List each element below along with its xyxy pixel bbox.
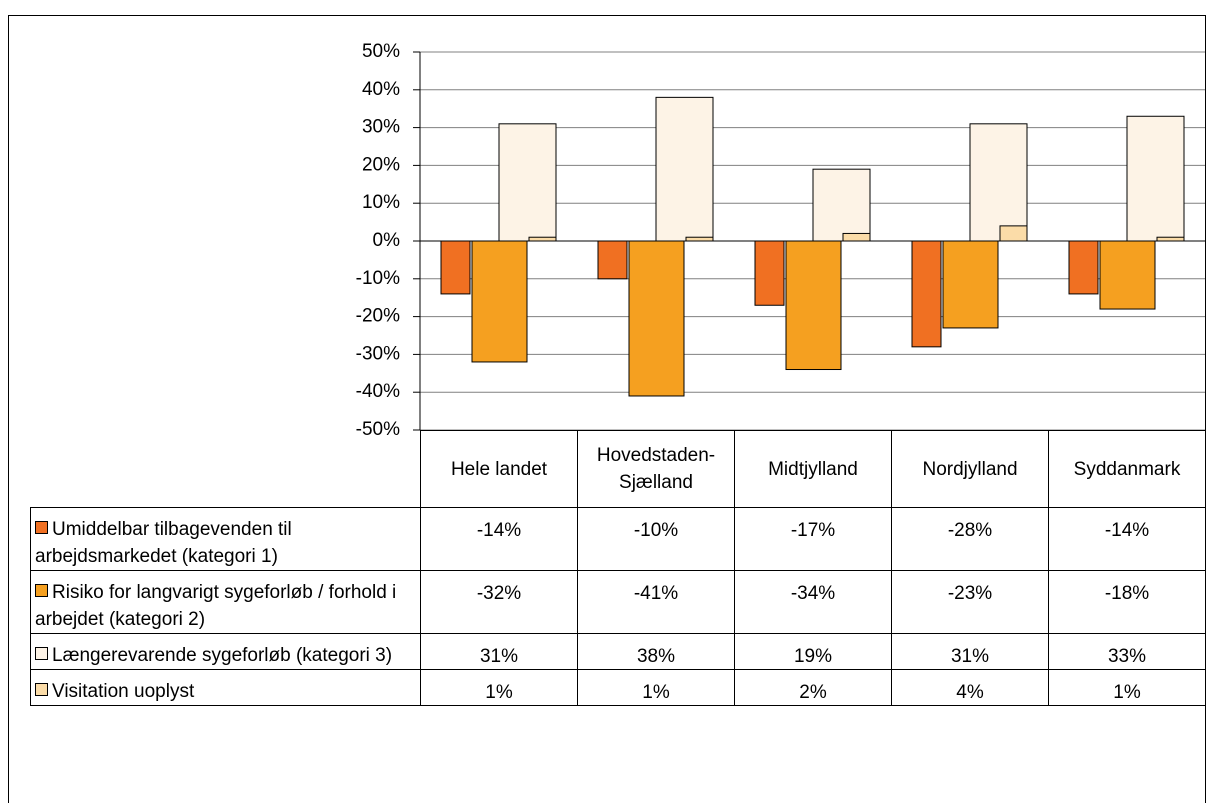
bar	[655, 96, 714, 242]
legend-label: Visitation uoplyst	[52, 681, 195, 702]
category-label: Hele landet	[420, 430, 578, 508]
y-tick-label: 40%	[362, 79, 400, 100]
bar	[628, 240, 685, 397]
data-label: -18%	[1048, 570, 1206, 634]
data-table: Hele landet Hovedstaden-Sjælland Midtjylla…	[30, 430, 1206, 706]
data-label: -10%	[577, 507, 735, 571]
legend-label: Umiddelbar tilbagevenden til arbejdsmark…	[35, 519, 292, 567]
data-label: -41%	[577, 570, 735, 634]
y-tick-label: -40%	[356, 381, 400, 402]
data-label: 1%	[1048, 669, 1206, 706]
bar	[911, 240, 942, 348]
data-label: 31%	[420, 633, 578, 670]
series-cell: Umiddelbar tilbagevenden til arbejdsmark…	[30, 507, 421, 571]
y-tick-label: 20%	[362, 154, 400, 175]
bar	[754, 240, 785, 306]
series-cell: Risiko for langvarigt sygeforløb / forho…	[30, 570, 421, 634]
legend-swatch	[35, 683, 48, 696]
data-label: -23%	[891, 570, 1049, 634]
series-cell: Længerevarende sygeforløb (kategori 3)	[30, 633, 421, 670]
category-label: Midtjylland	[734, 430, 892, 508]
category-label: Nordjylland	[891, 430, 1049, 508]
data-label: -14%	[1048, 507, 1206, 571]
bar	[942, 240, 999, 329]
data-label: 31%	[891, 633, 1049, 670]
bar	[1156, 236, 1185, 242]
bar	[842, 232, 871, 242]
bar	[498, 123, 557, 242]
category-label: Syddanmark	[1048, 430, 1206, 508]
data-label: -28%	[891, 507, 1049, 571]
data-label: 4%	[891, 669, 1049, 706]
bar	[1099, 240, 1156, 310]
data-label: 1%	[420, 669, 578, 706]
series-row: Umiddelbar tilbagevenden til arbejdsmark…	[30, 507, 1206, 571]
data-label: 2%	[734, 669, 892, 706]
data-label: -17%	[734, 507, 892, 571]
legend-label: Risiko for langvarigt sygeforløb / forho…	[35, 582, 397, 630]
series-row: Visitation uoplyst 1% 1% 2% 4% 1%	[30, 669, 1206, 706]
bar	[685, 236, 714, 242]
bar	[1068, 240, 1099, 295]
bar	[1126, 115, 1185, 242]
y-tick-label: 50%	[362, 41, 400, 62]
y-tick-label: 0%	[373, 230, 401, 251]
frame	[8, 15, 1206, 803]
series-cell: Visitation uoplyst	[30, 669, 421, 706]
category-label: Hovedstaden-Sjælland	[577, 430, 735, 508]
legend-label: Længerevarende sygeforløb (kategori 3)	[52, 645, 393, 666]
y-tick-label: 10%	[362, 192, 400, 213]
data-label: 33%	[1048, 633, 1206, 670]
data-label: 19%	[734, 633, 892, 670]
y-tick-label: -30%	[356, 343, 400, 364]
data-label: -34%	[734, 570, 892, 634]
y-tick-label: 30%	[362, 117, 400, 138]
series-row: Længerevarende sygeforløb (kategori 3) 31…	[30, 633, 1206, 670]
bar	[785, 240, 842, 371]
bar	[597, 240, 628, 280]
series-row: Risiko for langvarigt sygeforløb / forho…	[30, 570, 1206, 634]
bar	[440, 240, 471, 295]
bar	[969, 123, 1028, 242]
legend-swatch	[35, 584, 48, 597]
bar	[812, 168, 871, 242]
y-tick-label: -10%	[356, 268, 400, 289]
bar	[528, 236, 557, 242]
data-label: 1%	[577, 669, 735, 706]
corner	[30, 430, 421, 508]
legend-swatch	[35, 647, 48, 660]
bar	[999, 225, 1028, 242]
legend-swatch	[35, 521, 48, 534]
data-label: -32%	[420, 570, 578, 634]
header-row: Hele landet Hovedstaden-Sjælland Midtjylla…	[30, 430, 1206, 508]
data-label: 38%	[577, 633, 735, 670]
bar	[471, 240, 528, 363]
data-label: -14%	[420, 507, 578, 571]
y-tick-label: -20%	[356, 306, 400, 327]
